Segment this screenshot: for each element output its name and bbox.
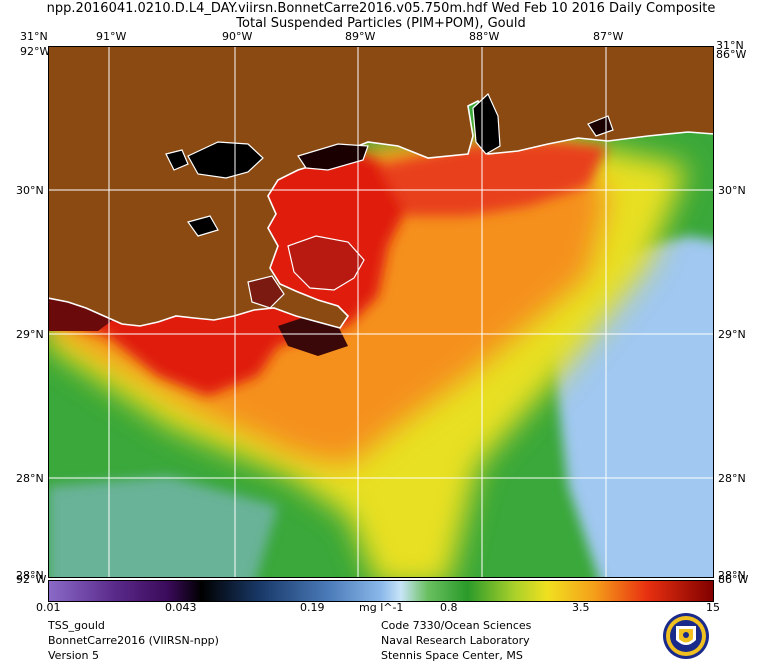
right-lat-label: 28°N — [718, 472, 746, 485]
navy-seal-icon — [663, 613, 709, 659]
footer-product: TSS_gould — [48, 619, 105, 632]
left-lat-label: 28°N — [16, 472, 44, 485]
footer-version: Version 5 — [48, 649, 99, 662]
colorbar — [48, 580, 714, 602]
left-lat-label: 30°N — [16, 184, 44, 197]
delta-fringe — [247, 275, 285, 309]
lake-borgne — [297, 143, 369, 171]
top-lon-label: 90°W — [222, 30, 253, 43]
bay-east — [587, 115, 614, 137]
tss-map — [48, 46, 714, 578]
water-dark-2 — [48, 296, 118, 331]
map-title: npp.2016041.0210.D.L4_DAY.viirsn.BonnetC… — [46, 1, 716, 16]
lake-maurepas — [165, 149, 189, 171]
water-clear-blue-2 — [48, 476, 278, 578]
map-subtitle: Total Suspended Particles (PIM+POM), Gou… — [236, 16, 526, 31]
lake-pontchartrain — [187, 141, 264, 179]
top-lon-label: 87°W — [593, 30, 624, 43]
corner-tl-lon-label: 92°W — [20, 45, 51, 58]
left-lat-label: 29°N — [16, 328, 44, 341]
colorbar-tick-label: 3.5 — [572, 601, 590, 614]
graticule — [48, 46, 714, 578]
corner-tr-lon-label: 86°W — [716, 48, 747, 61]
corner-bl-lon-label: 92°W — [16, 573, 47, 586]
corner-br-lon-label: 86°W — [718, 573, 749, 586]
colorbar-unit-label: mg l^-1 — [359, 601, 404, 614]
top-lon-label: 89°W — [345, 30, 376, 43]
land — [48, 46, 714, 329]
top-lon-label: 88°W — [469, 30, 500, 43]
water-red-east — [378, 141, 608, 216]
top-lon-label: 91°W — [96, 30, 127, 43]
footer-code: Code 7330/Ocean Sciences — [381, 619, 532, 632]
corner-tr-lat-label: 31°N — [716, 39, 744, 52]
delta-marsh — [287, 235, 365, 291]
corner-tl-lat-label: 31°N — [20, 30, 48, 43]
footer-lab: Naval Research Laboratory — [381, 634, 530, 647]
colorbar-tick-label: 0.19 — [300, 601, 325, 614]
mobile-bay — [472, 92, 501, 155]
colorbar-tick-label: 0.8 — [440, 601, 458, 614]
corner-bl-lat-label: 28°N — [16, 569, 44, 582]
lake-west — [187, 215, 219, 237]
footer-dataset: BonnetCarre2016 (VIIRSN-npp) — [48, 634, 219, 647]
footer-location: Stennis Space Center, MS — [381, 649, 523, 662]
colorbar-tick-label: 0.01 — [36, 601, 61, 614]
corner-br-lat-label: 28°N — [718, 569, 746, 582]
colorbar-tick-label: 15 — [706, 601, 720, 614]
right-lat-label: 29°N — [718, 328, 746, 341]
colorbar-tick-label: 0.043 — [165, 601, 197, 614]
right-lat-label: 30°N — [718, 184, 746, 197]
